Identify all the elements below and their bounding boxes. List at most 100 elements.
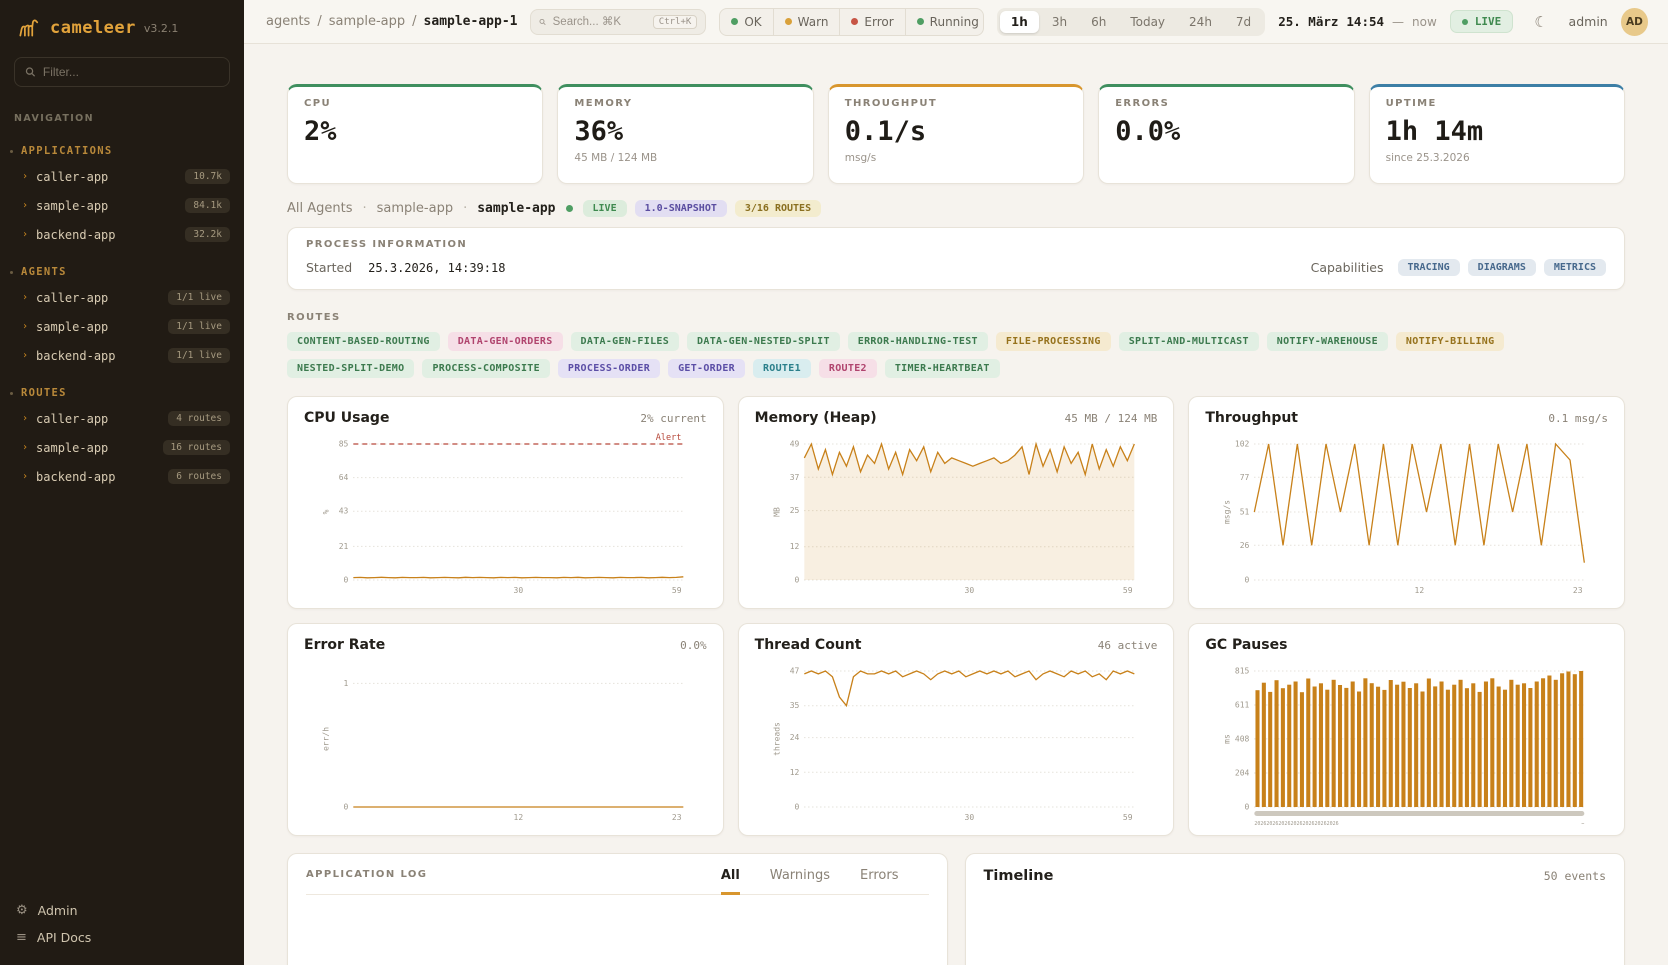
time-range-button[interactable]: 7d: [1225, 11, 1262, 33]
log-tab[interactable]: Errors: [860, 868, 898, 895]
breadcrumb-separator: /: [412, 14, 417, 29]
route-chip[interactable]: DATA-GEN-NESTED-SPLIT: [687, 332, 840, 351]
svg-text:30: 30: [964, 813, 974, 822]
sidebar-item-label: sample-app: [36, 319, 109, 334]
svg-text:85: 85: [339, 440, 349, 449]
log-tab[interactable]: All: [720, 868, 740, 895]
route-chip[interactable]: NOTIFY-BILLING: [1395, 332, 1505, 351]
sidebar-item-agent[interactable]: › backend-app 1/1 live: [0, 341, 244, 370]
started-label: Started: [306, 260, 353, 275]
breadcrumb-link-agents[interactable]: agents: [266, 14, 311, 29]
section-title-routes: ROUTES: [0, 382, 244, 404]
log-tab[interactable]: Warnings: [770, 868, 830, 895]
route-chip[interactable]: CONTENT-BASED-ROUTING: [287, 332, 440, 351]
sidebar-item-agent[interactable]: › caller-app 1/1 live: [0, 283, 244, 312]
sidebar-item-api-docs[interactable]: ≡ API Docs: [16, 930, 228, 945]
stat-subtext: msg/s: [844, 152, 877, 164]
time-text: 14:54: [1346, 14, 1385, 29]
sidebar-item-badge: 84.1k: [185, 198, 230, 213]
sidebar-item-label: sample-app: [36, 198, 109, 213]
timeline-panel: Timeline 50 events: [964, 853, 1625, 965]
route-chip[interactable]: TIMER-HEARTBEAT: [884, 359, 1000, 378]
cameleer-logo-icon: [19, 19, 39, 37]
chevron-right-icon: ›: [22, 441, 29, 453]
svg-text:%: %: [321, 509, 330, 514]
svg-text:204: 204: [1235, 769, 1250, 778]
stat-label: THROUGHPUT: [844, 98, 938, 109]
sidebar-filter-input[interactable]: [42, 65, 219, 79]
svg-text:0: 0: [1245, 576, 1250, 585]
time-range-button[interactable]: 1h: [999, 10, 1039, 33]
time-range-label: 1h: [1010, 14, 1028, 29]
sidebar-item-route[interactable]: › sample-app 16 routes: [0, 433, 244, 462]
chevron-right-icon: ›: [22, 170, 29, 182]
agent-crumb-app[interactable]: sample-app: [376, 201, 454, 216]
svg-text:37: 37: [789, 473, 799, 482]
status-filter-chip[interactable]: Running: [906, 9, 983, 35]
route-chip[interactable]: PROCESS-COMPOSITE: [422, 359, 550, 378]
status-filter-chip[interactable]: Warn: [774, 8, 841, 35]
breadcrumb-link-sample-app[interactable]: sample-app: [328, 14, 406, 29]
route-chip[interactable]: SPLIT-AND-MULTICAST: [1118, 332, 1259, 351]
avatar[interactable]: AD: [1620, 7, 1648, 36]
status-filter-label: OK: [744, 14, 762, 29]
dark-mode-toggle[interactable]: ☾: [1526, 7, 1555, 37]
stat-card: THROUGHPUT 0.1/s msg/s: [827, 84, 1085, 184]
sidebar-filter[interactable]: [14, 57, 230, 87]
route-chip[interactable]: FILE-PROCESSING: [995, 332, 1111, 351]
sidebar-item-application[interactable]: › sample-app 84.1k: [0, 191, 244, 220]
agent-badge[interactable]: 1.0-SNAPSHOT: [634, 200, 727, 217]
svg-text:23: 23: [672, 813, 682, 822]
datetime-display[interactable]: 25. März 14:54 — now: [1278, 14, 1437, 29]
route-chip[interactable]: ROUTE2: [818, 359, 877, 378]
stat-card: CPU 2%: [287, 84, 544, 184]
agent-badge[interactable]: LIVE: [582, 200, 627, 217]
bottom-row: APPLICATION LOG All Warnings: [287, 853, 1625, 965]
route-chip[interactable]: DATA-GEN-ORDERS: [447, 332, 563, 351]
sidebar-item-application[interactable]: › caller-app 10.7k: [0, 162, 244, 191]
route-chip[interactable]: ROUTE1: [752, 359, 811, 378]
time-range-button[interactable]: 3h: [1041, 11, 1078, 33]
status-filter-chip[interactable]: OK: [720, 8, 774, 35]
application-log-panel: APPLICATION LOG All Warnings: [287, 853, 948, 965]
capability-pill[interactable]: DIAGRAMS: [1467, 259, 1536, 276]
chart-plot: 0 12 24 35 47 30 59 threads: [772, 667, 1135, 822]
sidebar-item-route[interactable]: › caller-app 4 routes: [0, 404, 244, 433]
chevron-right-icon: ›: [22, 291, 29, 303]
app-logo-text: cameleer: [50, 18, 136, 38]
gear-icon: ⚙: [16, 903, 28, 918]
time-range-button[interactable]: 6h: [1080, 11, 1117, 33]
sidebar-item-agent[interactable]: › sample-app 1/1 live: [0, 312, 244, 341]
status-filter-chip[interactable]: Error: [840, 8, 906, 35]
capability-pill[interactable]: METRICS: [1543, 259, 1606, 276]
sidebar-item-application[interactable]: › backend-app 32.2k: [0, 220, 244, 249]
search-icon: [540, 18, 547, 25]
route-chip[interactable]: NOTIFY-WAREHOUSE: [1266, 332, 1388, 351]
routes-list: › caller-app 4 routes › sample-app 16 ro…: [0, 404, 244, 491]
sidebar-item-badge: 4 routes: [168, 411, 230, 426]
svg-text:0: 0: [794, 803, 799, 812]
process-info-title: PROCESS INFORMATION: [306, 239, 468, 250]
agent-crumb-all[interactable]: All Agents: [287, 201, 353, 216]
route-chip[interactable]: ERROR-HANDLING-TEST: [847, 332, 988, 351]
svg-text:⋯: ⋯: [1582, 821, 1585, 827]
time-range-button[interactable]: 24h: [1178, 11, 1223, 33]
capabilities-label: Capabilities: [1310, 260, 1384, 275]
route-chip[interactable]: GET-ORDER: [668, 359, 745, 378]
search-shortcut-badge: Ctrl+K: [652, 14, 698, 29]
chart-plot: 0 12 25 37 49 30 59 MB: [772, 440, 1135, 595]
sidebar-item-admin[interactable]: ⚙ Admin: [16, 903, 228, 918]
route-chip-label: DATA-GEN-ORDERS: [457, 336, 553, 347]
route-chip[interactable]: NESTED-SPLIT-DEMO: [287, 359, 415, 378]
agents-list: › caller-app 1/1 live › sample-app 1/1 l…: [0, 283, 244, 370]
global-search[interactable]: Ctrl+K: [530, 8, 707, 35]
capability-pill[interactable]: TRACING: [1397, 259, 1460, 276]
route-chip[interactable]: DATA-GEN-FILES: [570, 332, 680, 351]
live-toggle[interactable]: LIVE: [1449, 10, 1514, 33]
agent-badge[interactable]: 3/16 ROUTES: [734, 200, 822, 217]
sidebar-item-route[interactable]: › backend-app 6 routes: [0, 462, 244, 491]
time-range-button[interactable]: Today: [1119, 11, 1176, 33]
global-search-input[interactable]: [552, 15, 647, 28]
route-chip[interactable]: PROCESS-ORDER: [557, 359, 661, 378]
svg-text:59: 59: [672, 586, 682, 595]
